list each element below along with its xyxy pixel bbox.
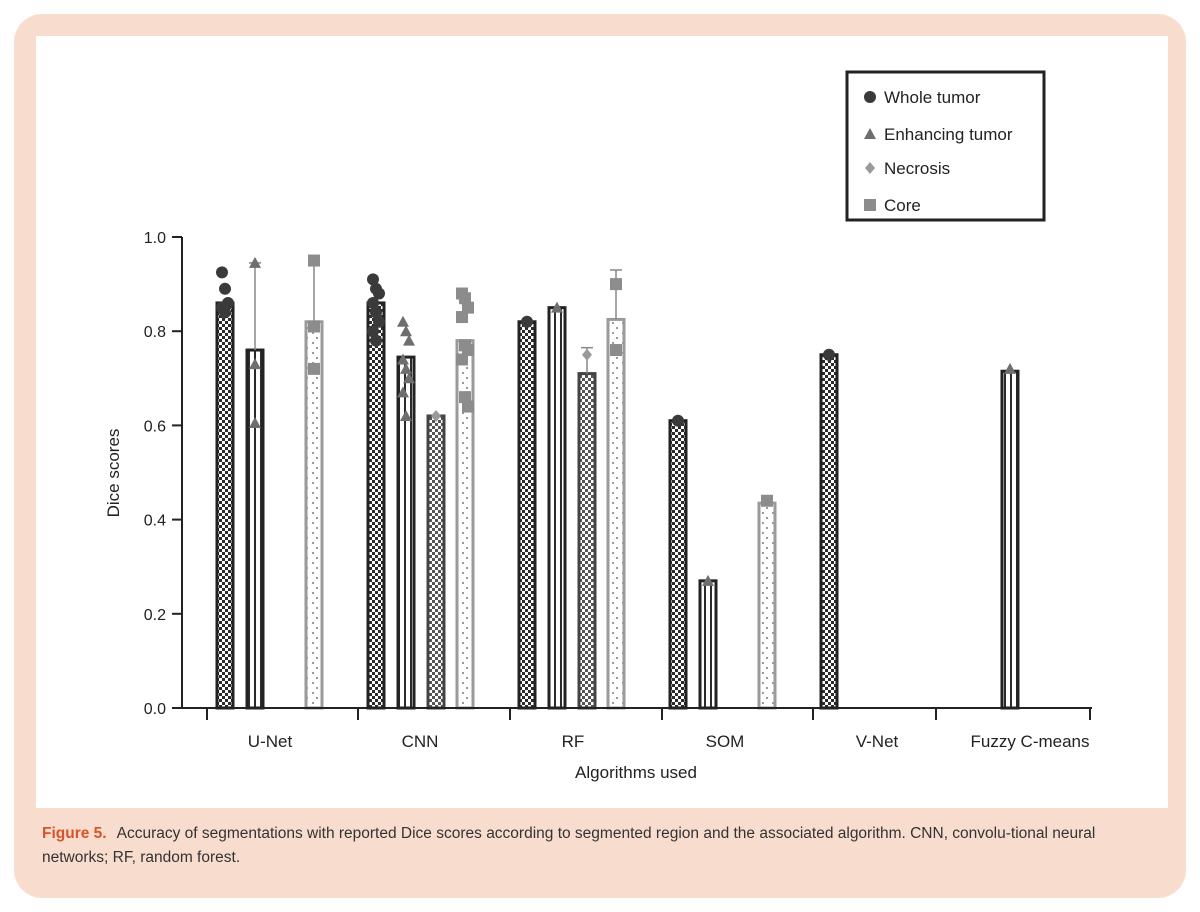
point-enhancing-tumor-cnn bbox=[397, 315, 409, 327]
point-core-rf bbox=[610, 344, 622, 357]
legend-label-necrosis: Necrosis bbox=[884, 159, 950, 178]
point-whole-tumor-cnn bbox=[367, 325, 379, 338]
point-necrosis-rf bbox=[582, 348, 592, 361]
error-bars-layer bbox=[249, 259, 622, 374]
bar-enhancing-tumor-rf bbox=[547, 306, 567, 710]
bar-necrosis-cnn bbox=[426, 414, 446, 710]
point-enhancing-tumor-u-net bbox=[249, 256, 261, 268]
point-whole-tumor-cnn bbox=[370, 334, 382, 347]
point-core-cnn bbox=[456, 311, 468, 324]
bar-core-rf bbox=[606, 317, 626, 710]
caption-label: Figure 5. bbox=[42, 825, 107, 842]
point-whole-tumor-cnn bbox=[367, 273, 379, 286]
legend-box bbox=[845, 70, 1046, 222]
bar-whole-tumor-som bbox=[668, 419, 688, 710]
bar-whole-tumor-v-net bbox=[819, 353, 839, 710]
point-whole-tumor-som bbox=[672, 414, 684, 427]
bar-enhancing-tumor-som bbox=[698, 579, 718, 710]
bar-enhancing-tumor-u-net bbox=[245, 348, 265, 710]
error-bar-enhancing-tumor-u-net bbox=[249, 262, 261, 351]
point-core-rf bbox=[610, 278, 622, 291]
y-axis-ticks: 0.0 0.2 0.4 0.6 0.8 1.0 bbox=[144, 230, 182, 718]
bar-core-som bbox=[757, 501, 777, 710]
bar-enhancing-tumor-cnn bbox=[396, 355, 416, 710]
point-whole-tumor-cnn bbox=[373, 315, 385, 328]
bar-necrosis-rf bbox=[577, 372, 597, 710]
y-axis-label: Dice scores bbox=[104, 429, 123, 518]
bar-enhancing-tumor-fuzzy-c-means bbox=[1000, 369, 1020, 710]
point-enhancing-tumor-cnn bbox=[400, 362, 412, 374]
bar-whole-tumor-rf bbox=[517, 320, 537, 710]
x-tick-label-rf: RF bbox=[562, 732, 585, 751]
point-enhancing-tumor-cnn bbox=[403, 334, 415, 346]
point-core-cnn bbox=[459, 292, 471, 305]
point-whole-tumor-cnn bbox=[367, 296, 379, 309]
error-bar-core-rf bbox=[610, 269, 622, 320]
x-tick-label-v-net: V-Net bbox=[856, 732, 899, 751]
points-layer bbox=[216, 254, 1016, 586]
point-enhancing-tumor-cnn bbox=[400, 409, 412, 421]
point-whole-tumor-u-net bbox=[219, 306, 231, 319]
y-tick-label: 0.8 bbox=[144, 324, 166, 341]
point-enhancing-tumor-som bbox=[702, 574, 714, 586]
point-necrosis-cnn bbox=[431, 409, 441, 422]
y-tick-label: 0.2 bbox=[144, 607, 166, 624]
figure-caption: Figure 5. Accuracy of segmentations with … bbox=[42, 822, 1162, 870]
x-tick-label-u-net: U-Net bbox=[248, 732, 293, 751]
point-enhancing-tumor-cnn bbox=[403, 372, 415, 384]
point-whole-tumor-u-net bbox=[219, 282, 231, 295]
point-whole-tumor-rf bbox=[521, 315, 533, 328]
legend-whole-tumor-icon bbox=[864, 91, 876, 103]
point-core-cnn bbox=[459, 391, 471, 404]
legend-label-core: Core bbox=[884, 196, 921, 215]
y-tick-label: 1.0 bbox=[144, 230, 166, 247]
point-enhancing-tumor-u-net bbox=[249, 358, 261, 370]
x-axis-label: Algorithms used bbox=[575, 763, 697, 782]
bar-core-u-net bbox=[304, 320, 324, 710]
point-core-cnn bbox=[462, 301, 474, 314]
point-core-u-net bbox=[308, 254, 320, 267]
bar-whole-tumor-cnn bbox=[366, 301, 386, 710]
point-whole-tumor-v-net bbox=[823, 348, 835, 361]
point-enhancing-tumor-u-net bbox=[249, 417, 261, 429]
point-core-u-net bbox=[308, 362, 320, 375]
point-core-u-net bbox=[308, 320, 320, 333]
point-whole-tumor-cnn bbox=[373, 287, 385, 300]
legend-label-whole-tumor: Whole tumor bbox=[884, 88, 981, 107]
x-tick-label-fuzzy-c-means: Fuzzy C-means bbox=[970, 732, 1089, 751]
bar-whole-tumor-u-net bbox=[215, 301, 235, 710]
point-core-cnn bbox=[456, 353, 468, 366]
caption-text: Accuracy of segmentations with reported … bbox=[42, 825, 1096, 866]
error-bar-core-u-net bbox=[308, 259, 320, 322]
point-core-cnn bbox=[462, 344, 474, 357]
point-whole-tumor-u-net bbox=[216, 266, 228, 279]
legend-label-enhancing-tumor: Enhancing tumor bbox=[884, 125, 1013, 144]
point-core-cnn bbox=[462, 400, 474, 413]
legend-enhancing-tumor-icon bbox=[864, 128, 876, 139]
point-enhancing-tumor-cnn bbox=[397, 353, 409, 365]
x-tick-label-cnn: CNN bbox=[402, 732, 439, 751]
y-tick-label: 0.0 bbox=[144, 701, 166, 718]
point-enhancing-tumor-fuzzy-c-means bbox=[1004, 362, 1016, 374]
point-whole-tumor-cnn bbox=[370, 306, 382, 319]
bars-layer bbox=[215, 301, 1020, 710]
point-enhancing-tumor-cnn bbox=[400, 325, 412, 337]
legend: Whole tumor Enhancing tumor Necrosis Core bbox=[845, 70, 1046, 222]
y-tick-label: 0.4 bbox=[144, 513, 166, 530]
point-enhancing-tumor-rf bbox=[551, 301, 563, 313]
point-enhancing-tumor-cnn bbox=[397, 386, 409, 398]
legend-core-icon bbox=[864, 199, 876, 211]
x-axis-ticks: U-Net CNN RF SOM V-Net Fuzzy C-means bbox=[206, 708, 1091, 751]
x-tick-label-som: SOM bbox=[706, 732, 745, 751]
point-core-som bbox=[761, 494, 773, 507]
y-tick-label: 0.6 bbox=[144, 418, 166, 435]
legend-necrosis-icon bbox=[865, 162, 875, 174]
